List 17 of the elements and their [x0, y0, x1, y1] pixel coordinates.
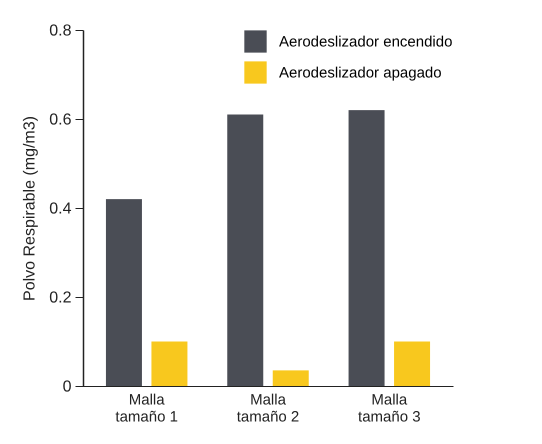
bar [272, 370, 309, 386]
legend-label: Aerodeslizador apagado [279, 64, 442, 82]
x-tick-label: Malla tamaño 2 [236, 392, 300, 426]
y-axis-title: Polvo Respirable (mg/m3) [21, 116, 38, 301]
legend-label: Aerodeslizador encendido [279, 34, 452, 50]
bar [348, 110, 385, 386]
x-tick-label: Malla tamaño 3 [358, 392, 421, 426]
y-tick-label: 0.2 [49, 290, 72, 306]
bar [227, 114, 264, 386]
y-tick-label: 0 [62, 378, 72, 396]
y-tick-label: 0.8 [49, 22, 72, 40]
x-tick-label: Malla tamaño 1 [115, 392, 178, 426]
bar [151, 342, 188, 386]
bar [106, 199, 142, 386]
bar [394, 342, 430, 386]
y-tick-label: 0.4 [49, 200, 72, 218]
y-tick-label: 0.6 [49, 112, 72, 128]
